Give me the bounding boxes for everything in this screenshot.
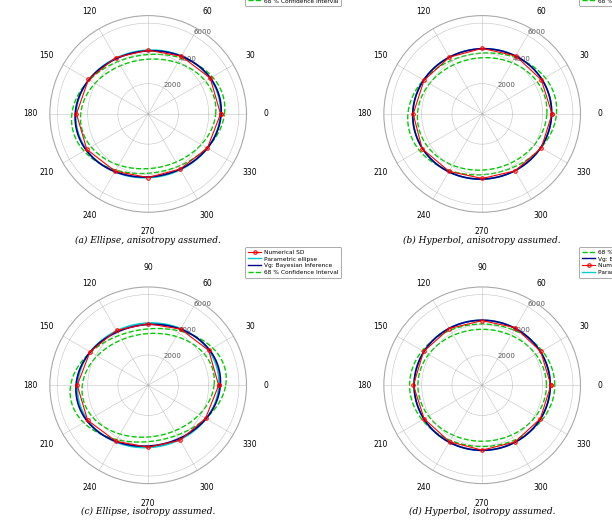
Legend: 68 % Confidence Interval, Vg: Bayesian Inference, Numerical SD, Parametric ellip: 68 % Confidence Interval, Vg: Bayesian I…	[580, 246, 612, 278]
Text: (d) Hyperbol, isotropy assumed.: (d) Hyperbol, isotropy assumed.	[409, 507, 556, 516]
Legend: Numerical SD, Parametric ellipse, Vg: Bayesian Inference, 68 % Confidence Interv: Numerical SD, Parametric ellipse, Vg: Ba…	[580, 0, 612, 6]
Text: (a) Ellipse, anisotropy assumed.: (a) Ellipse, anisotropy assumed.	[75, 236, 221, 245]
Text: (c) Ellipse, isotropy assumed.: (c) Ellipse, isotropy assumed.	[81, 507, 215, 516]
Legend: Numerical SD, Parametric ellipse, Vg: Bayesian Inference, 68 % Confidence Interv: Numerical SD, Parametric ellipse, Vg: Ba…	[245, 246, 341, 278]
Legend: Numerical SD, Parametric ellipse, Vg: Bayesian Inference, 68 % Confidence Interv: Numerical SD, Parametric ellipse, Vg: Ba…	[245, 0, 341, 6]
Text: (b) Hyperbol, anisotropy assumed.: (b) Hyperbol, anisotropy assumed.	[403, 236, 561, 245]
